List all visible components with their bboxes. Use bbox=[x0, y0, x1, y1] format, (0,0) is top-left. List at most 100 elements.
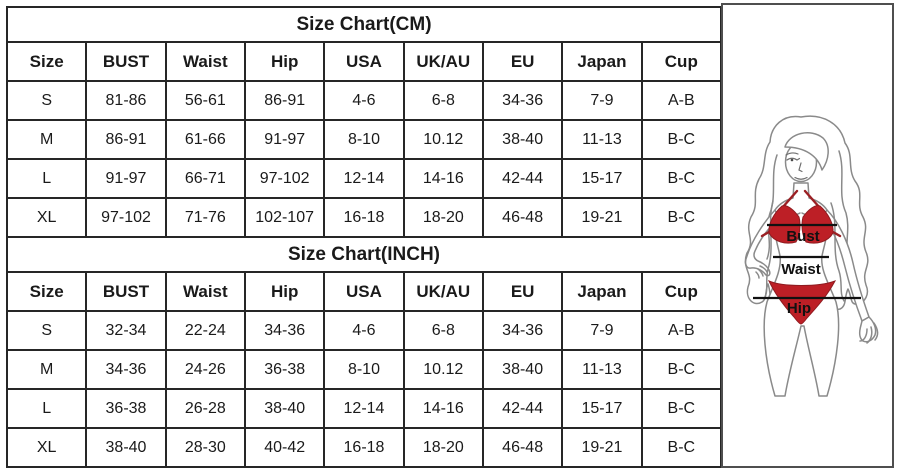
hair-strand-right-front bbox=[830, 202, 845, 302]
column-header: Cup bbox=[640, 271, 723, 312]
eu-cell: 38-40 bbox=[481, 119, 564, 160]
size-cell: L bbox=[5, 388, 88, 429]
bust-cell: 81-86 bbox=[85, 80, 167, 121]
hip-cell: 38-40 bbox=[243, 388, 326, 429]
hip-cell: 97-102 bbox=[243, 158, 326, 199]
table-row: XL 97-102 71-76 102-107 16-18 18-20 46-4… bbox=[5, 197, 723, 238]
eu-cell: 46-48 bbox=[481, 197, 564, 238]
eye bbox=[786, 157, 801, 161]
size-cell: XL bbox=[5, 197, 88, 238]
ukau-cell: 14-16 bbox=[402, 388, 484, 429]
waist-cell: 61-66 bbox=[164, 119, 246, 160]
hand-on-hip-fingers bbox=[755, 265, 768, 279]
pupil bbox=[790, 158, 794, 162]
waist-cell: 71-76 bbox=[164, 197, 246, 238]
japan-cell: 19-21 bbox=[561, 427, 643, 468]
waist-label: Waist bbox=[781, 261, 820, 278]
size-cell: XL bbox=[5, 427, 88, 468]
hip-cell: 86-91 bbox=[243, 80, 326, 121]
column-header: Japan bbox=[561, 41, 643, 82]
inch-title-section: Size Chart(INCH) Size BUST Waist Hip USA… bbox=[5, 236, 723, 312]
column-header: Waist bbox=[164, 41, 246, 82]
bust-cell: 97-102 bbox=[85, 197, 167, 238]
column-header: Size bbox=[5, 271, 88, 312]
eu-cell: 42-44 bbox=[481, 158, 564, 199]
usa-cell: 16-18 bbox=[323, 427, 405, 468]
column-header: BUST bbox=[85, 271, 167, 312]
japan-cell: 11-13 bbox=[561, 349, 643, 390]
table-row: XL 38-40 28-30 40-42 16-18 18-20 46-48 1… bbox=[5, 427, 723, 468]
hand-right-fingers bbox=[859, 322, 879, 344]
hair-fringe bbox=[784, 132, 829, 171]
size-chart-table: Size Chart(CM) Size BUST Waist Hip USA U… bbox=[5, 6, 723, 468]
cup-cell: A-B bbox=[640, 80, 723, 121]
eu-cell: 46-48 bbox=[481, 427, 564, 468]
japan-cell: 15-17 bbox=[561, 388, 643, 429]
hip-cell: 91-97 bbox=[243, 119, 326, 160]
hip-cell: 40-42 bbox=[243, 427, 326, 468]
column-header: UK/AU bbox=[402, 271, 484, 312]
bust-cell: 91-97 bbox=[85, 158, 167, 199]
measurement-figure-illustration: Bust Waist Hip bbox=[744, 115, 879, 397]
column-header: USA bbox=[323, 41, 405, 82]
japan-cell: 7-9 bbox=[561, 80, 643, 121]
column-header: Waist bbox=[164, 271, 246, 312]
ukau-cell: 18-20 bbox=[402, 427, 484, 468]
usa-cell: 12-14 bbox=[323, 388, 405, 429]
waist-cell: 26-28 bbox=[164, 388, 246, 429]
inch-header-row: Size BUST Waist Hip USA UK/AU EU Japan C… bbox=[5, 271, 723, 312]
measurement-figure-panel: Bust Waist Hip bbox=[721, 3, 894, 468]
bust-cell: 36-38 bbox=[85, 388, 167, 429]
inch-title-row: Size Chart(INCH) bbox=[6, 236, 722, 273]
usa-cell: 8-10 bbox=[323, 119, 405, 160]
eu-cell: 42-44 bbox=[481, 388, 564, 429]
column-header: BUST bbox=[85, 41, 167, 82]
usa-cell: 12-14 bbox=[323, 158, 405, 199]
eu-cell: 34-36 bbox=[481, 80, 564, 121]
table-row: S 32-34 22-24 34-36 4-6 6-8 34-36 7-9 A-… bbox=[5, 310, 723, 351]
waist-cell: 22-24 bbox=[164, 310, 246, 351]
size-cell: S bbox=[5, 80, 88, 121]
hip-cell: 102-107 bbox=[243, 197, 326, 238]
cup-cell: B-C bbox=[640, 158, 723, 199]
hair-strand-left-front bbox=[763, 200, 774, 300]
bust-label: Bust bbox=[786, 228, 819, 245]
column-header: EU bbox=[481, 41, 564, 82]
size-cell: M bbox=[5, 119, 88, 160]
ukau-cell: 6-8 bbox=[402, 310, 484, 351]
bikini-bottom bbox=[768, 280, 837, 325]
waist-cell: 56-61 bbox=[164, 80, 246, 121]
cup-cell: B-C bbox=[640, 388, 723, 429]
bikini-straps bbox=[760, 189, 842, 238]
cm-table-title: Size Chart(CM) bbox=[6, 6, 722, 43]
japan-cell: 11-13 bbox=[561, 119, 643, 160]
cup-cell: B-C bbox=[640, 119, 723, 160]
japan-cell: 19-21 bbox=[561, 197, 643, 238]
usa-cell: 4-6 bbox=[323, 310, 405, 351]
usa-cell: 8-10 bbox=[323, 349, 405, 390]
ukau-cell: 18-20 bbox=[402, 197, 484, 238]
inch-table-body: S 32-34 22-24 34-36 4-6 6-8 34-36 7-9 A-… bbox=[5, 310, 723, 468]
table-row: L 91-97 66-71 97-102 12-14 14-16 42-44 1… bbox=[5, 158, 723, 199]
cm-header-row: Size BUST Waist Hip USA UK/AU EU Japan C… bbox=[5, 41, 723, 82]
column-header: Size bbox=[5, 41, 88, 82]
japan-cell: 15-17 bbox=[561, 158, 643, 199]
cup-cell: B-C bbox=[640, 197, 723, 238]
column-header: USA bbox=[323, 271, 405, 312]
cup-cell: B-C bbox=[640, 427, 723, 468]
eu-cell: 34-36 bbox=[481, 310, 564, 351]
column-header: Japan bbox=[561, 271, 643, 312]
waist-cell: 28-30 bbox=[164, 427, 246, 468]
column-header: Hip bbox=[243, 271, 326, 312]
table-row: M 34-36 24-26 36-38 8-10 10.12 38-40 11-… bbox=[5, 349, 723, 390]
eyebrow bbox=[785, 152, 799, 156]
hip-cell: 34-36 bbox=[243, 310, 326, 351]
hip-label: Hip bbox=[787, 300, 811, 317]
column-header: UK/AU bbox=[402, 41, 484, 82]
bust-cell: 86-91 bbox=[85, 119, 167, 160]
column-header: EU bbox=[481, 271, 564, 312]
ukau-cell: 6-8 bbox=[402, 80, 484, 121]
waist-cell: 66-71 bbox=[164, 158, 246, 199]
cm-title-section: Size Chart(CM) Size BUST Waist Hip USA U… bbox=[5, 6, 723, 82]
